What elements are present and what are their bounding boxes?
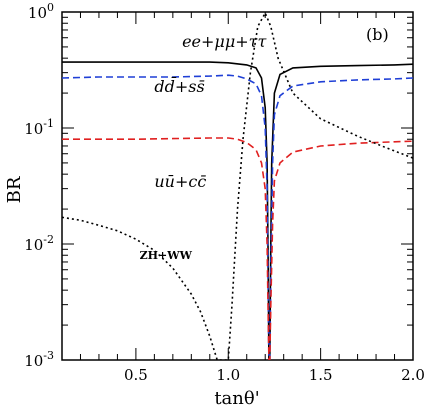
series-line-1 (62, 74, 413, 360)
x-tick-label: 0.5 (124, 366, 148, 384)
y-tick-label: 10-3 (24, 349, 54, 370)
plot-frame (61, 11, 414, 361)
y-tick-label: 10-2 (24, 233, 54, 254)
x-axis-title: tanθ' (214, 388, 259, 409)
y-axis: 100 10-1 10-2 10-3 (24, 1, 413, 370)
y-tick-label: 100 (28, 1, 54, 22)
series-label-2: uū+cc̄ (154, 172, 206, 191)
x-tick-label: 1.5 (309, 366, 333, 384)
series-label-0: ee+μμ+ττ (182, 32, 267, 51)
x-tick-label: 1.0 (216, 366, 240, 384)
series-group (62, 12, 413, 360)
series-label-1: dd̄+ss̄ (154, 74, 204, 95)
series-line-2 (62, 137, 413, 360)
x-tick-label: 2.0 (401, 366, 425, 384)
series-line-0 (62, 61, 413, 360)
annotations: ee+μμ+ττ dd̄+ss̄ uū+cc̄ ZH+WW (140, 32, 268, 262)
x-axis: 0.5 1.0 1.5 2.0 (61, 12, 425, 384)
plot-area (61, 11, 414, 361)
panel-label: (b) (366, 25, 389, 44)
y-axis-title: BR (4, 176, 25, 203)
series-label-3: ZH+WW (140, 249, 193, 262)
y-tick-label: 10-1 (24, 117, 54, 138)
